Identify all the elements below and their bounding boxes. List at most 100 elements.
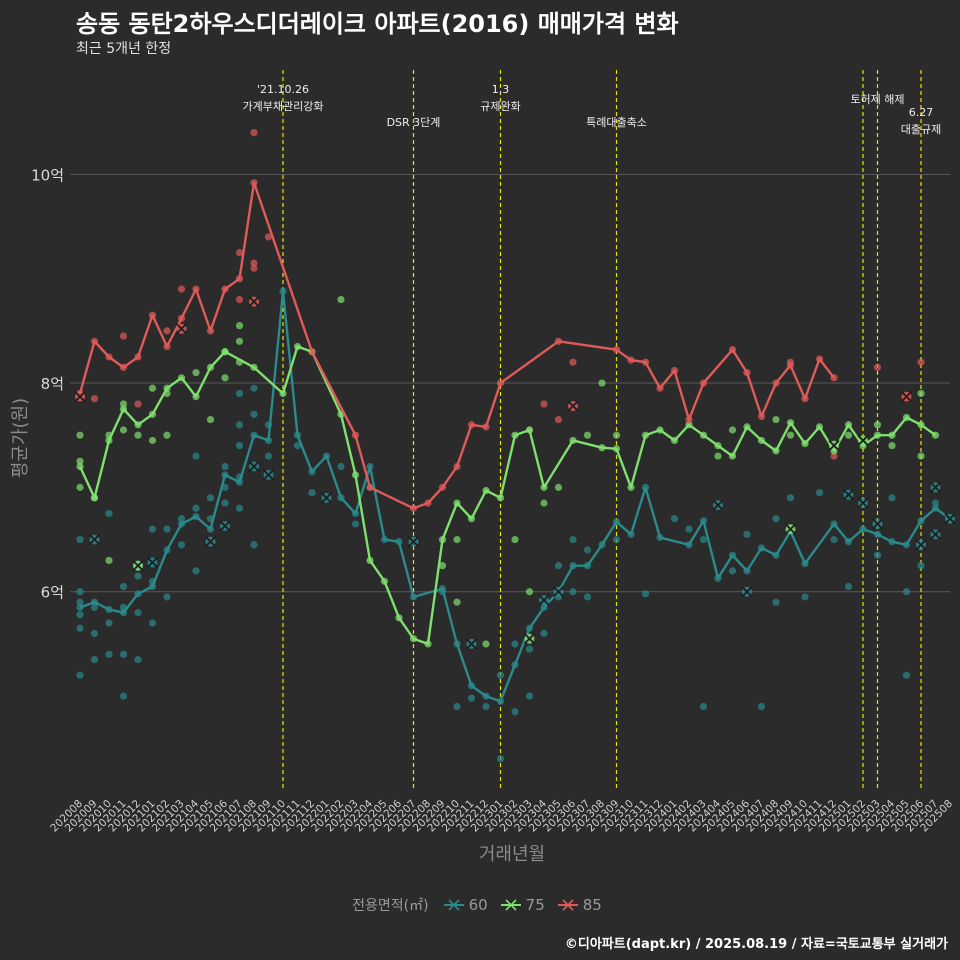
scatter-point-75 bbox=[148, 384, 157, 392]
highlight-x-mark-60 bbox=[88, 533, 101, 546]
highlight-x-mark-60 bbox=[320, 492, 333, 504]
scatter-point-60 bbox=[772, 598, 780, 606]
scatter-point-85 bbox=[250, 264, 258, 272]
scatter-point-75 bbox=[235, 337, 244, 345]
scatter-point-60 bbox=[917, 562, 925, 570]
scatter-point-60 bbox=[235, 389, 244, 398]
series-lines bbox=[78, 181, 951, 703]
scatter-point-60 bbox=[134, 609, 142, 617]
scatter-point-60 bbox=[525, 645, 534, 653]
highlight-marks bbox=[74, 296, 956, 650]
highlight-x-mark-85 bbox=[900, 390, 913, 403]
scatter-point-60 bbox=[235, 421, 244, 429]
scatter-point-60 bbox=[221, 462, 229, 471]
scatter-point-75 bbox=[206, 415, 215, 424]
highlight-x-mark-60 bbox=[407, 536, 420, 548]
scatter-point-60 bbox=[250, 384, 258, 392]
scatter-point-85 bbox=[250, 259, 258, 267]
scatter-point-60 bbox=[134, 655, 142, 664]
scatter-point-75 bbox=[163, 431, 171, 439]
scatter-point-85 bbox=[873, 363, 882, 371]
scatter-point-75 bbox=[76, 483, 84, 491]
scatter-point-60 bbox=[264, 452, 273, 460]
scatter-point-75 bbox=[786, 431, 795, 439]
event-label: 특례대출축소 bbox=[586, 116, 647, 129]
scatter-point-60 bbox=[76, 598, 84, 606]
scatter-point-75 bbox=[221, 374, 229, 382]
y-tick-label: 10억 bbox=[31, 166, 64, 184]
scatter-point-60 bbox=[757, 702, 766, 711]
highlight-x-mark-60 bbox=[929, 528, 942, 540]
scatter-point-75 bbox=[598, 379, 606, 387]
event-label: 6.27 bbox=[909, 106, 934, 119]
scatter-point-60 bbox=[163, 593, 171, 601]
highlight-x-mark-75 bbox=[523, 633, 536, 645]
scatter-point-60 bbox=[801, 593, 809, 601]
highlight-x-mark-75 bbox=[828, 440, 840, 452]
scatter-point-60 bbox=[76, 671, 84, 679]
event-label: 대출규제 bbox=[901, 123, 941, 136]
highlight-x-mark-60 bbox=[929, 481, 942, 494]
highlight-x-mark-60 bbox=[741, 586, 753, 598]
scatter-point-75 bbox=[482, 640, 490, 648]
chart-title: 송동 동탄2하우스디더레이크 아파트(2016) 매매가격 변화 bbox=[76, 10, 679, 38]
scatter-point-75 bbox=[540, 499, 548, 507]
highlight-x-mark-60 bbox=[538, 594, 550, 606]
highlight-x-mark-60 bbox=[915, 539, 927, 551]
highlight-x-mark-60 bbox=[857, 497, 869, 509]
highlight-x-mark-60 bbox=[248, 460, 260, 473]
scatter-point-60 bbox=[496, 755, 505, 763]
y-axis-label: 평균가(원) bbox=[10, 398, 31, 478]
legend-swatch-85 bbox=[557, 899, 578, 911]
scatter-point-75 bbox=[583, 431, 592, 439]
x-axis-label: 거래년월 bbox=[479, 844, 545, 865]
scatter-point-60 bbox=[525, 692, 534, 700]
event-label: 규제완화 bbox=[480, 100, 520, 113]
scatter-point-60 bbox=[90, 655, 99, 664]
highlight-x-mark-60 bbox=[552, 586, 565, 598]
scatter-point-60 bbox=[76, 588, 84, 596]
scatter-point-75 bbox=[917, 452, 925, 460]
highlight-x-mark-60 bbox=[219, 520, 231, 532]
scatter-point-60 bbox=[699, 535, 708, 544]
highlight-x-mark-60 bbox=[871, 518, 884, 530]
highlight-x-mark-85 bbox=[567, 400, 579, 412]
scatter-point-60 bbox=[670, 515, 679, 523]
scatter-point-60 bbox=[351, 520, 360, 528]
scatter-point-75 bbox=[873, 421, 882, 429]
axes: 6억8억10억202008202009202010202011202012202… bbox=[31, 166, 955, 834]
scatter-point-60 bbox=[583, 593, 592, 601]
scatter-point-75 bbox=[105, 556, 113, 565]
legend-title: 전용면적(㎡) bbox=[352, 898, 429, 914]
scatter-point-85 bbox=[264, 233, 273, 241]
scatter-point-60 bbox=[482, 702, 490, 711]
highlight-x-mark-75 bbox=[784, 523, 797, 535]
scatter-point-85 bbox=[554, 415, 563, 424]
legend-swatch-60 bbox=[443, 899, 464, 911]
scatter-point-75 bbox=[453, 535, 461, 544]
scatter-point-75 bbox=[888, 442, 896, 450]
scatter-point-60 bbox=[583, 546, 592, 554]
legend-item-75: 75 bbox=[500, 896, 545, 914]
scatter-point-85 bbox=[235, 249, 244, 257]
scatter-point-75 bbox=[235, 322, 244, 330]
scatter-point-75 bbox=[453, 598, 461, 606]
grid-lines bbox=[70, 173, 950, 593]
scatter-point-75 bbox=[192, 369, 200, 377]
scatter-point-60 bbox=[177, 515, 186, 523]
scatter-point-60 bbox=[931, 499, 940, 507]
scatter-point-60 bbox=[772, 515, 780, 523]
highlight-x-mark-60 bbox=[465, 638, 478, 650]
scatter-point-60 bbox=[105, 650, 113, 658]
chart-subtitle: 최근 5개년 한정 bbox=[76, 41, 172, 57]
scatter-point-85 bbox=[569, 358, 577, 366]
scatter-point-60 bbox=[786, 494, 795, 502]
scatter-point-60 bbox=[830, 535, 838, 544]
scatter-point-60 bbox=[337, 462, 345, 471]
scatter-point-60 bbox=[119, 692, 128, 700]
scatter-point-75 bbox=[148, 436, 157, 445]
scatter-point-60 bbox=[90, 629, 99, 638]
scatter-point-75 bbox=[554, 483, 563, 491]
series-line-85 bbox=[78, 181, 835, 510]
highlight-x-mark-60 bbox=[262, 469, 275, 481]
